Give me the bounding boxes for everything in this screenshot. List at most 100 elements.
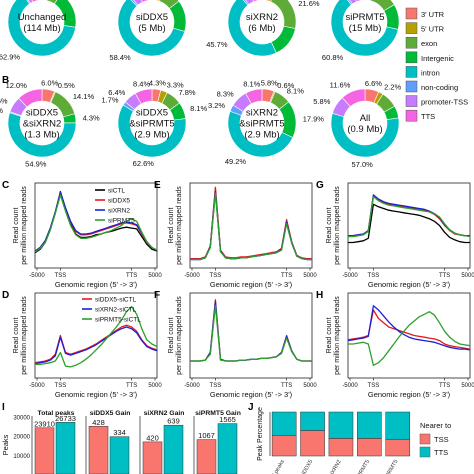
series-line-siddx5	[348, 195, 470, 237]
x-tick-label: -5000	[184, 383, 200, 389]
x-tick-label: TTS	[439, 273, 450, 279]
legend-label: siPRMT5	[108, 218, 135, 225]
x-axis-label: Genomic region (5' -> 3')	[368, 390, 451, 399]
donut-center-label: (114 Mb)	[23, 23, 60, 34]
x-tick-label: -5000	[184, 273, 200, 279]
x-tick-label: -5000	[342, 383, 358, 389]
donut-slice	[341, 88, 366, 108]
bar	[109, 436, 130, 474]
donut-percent-label: 2.2%	[384, 83, 401, 92]
series-line-siprmt5-sictl	[348, 311, 471, 366]
stacked-bar-segment	[271, 411, 297, 436]
legend-swatch	[405, 51, 418, 64]
legend-swatch	[405, 7, 418, 20]
donut-percent-label: 8.1%	[287, 86, 304, 95]
x-tick-label: TTS	[281, 273, 292, 279]
y-axis-label: per million mapped reads	[334, 296, 341, 375]
panel-label-j: J	[248, 402, 254, 413]
x-axis-label: Genomic region (5' -> 3')	[210, 390, 293, 399]
legend-swatch	[405, 95, 418, 107]
x-tick-label: 5000	[148, 383, 162, 389]
donut-slice	[355, 0, 366, 3]
y-axis-label: Read count	[13, 318, 20, 354]
legend-c: siCTL siDDX5 siXRN2 siPRMT5	[95, 188, 135, 225]
donut-percent-label: 3.3%	[167, 81, 184, 90]
bar-value-label: 334	[113, 428, 126, 437]
legend-label: siPRMT5-siCTL	[95, 317, 141, 324]
stacked-bar-segment	[300, 411, 325, 431]
x-tick-label: 5000	[461, 383, 474, 389]
bar-value-label: 1565	[219, 415, 236, 424]
x-tick-label: TSS	[210, 273, 222, 279]
stacked-bar-segment	[357, 411, 382, 439]
legend-label: siDDX5	[108, 198, 130, 205]
legend-swatch	[405, 80, 418, 93]
bar	[34, 427, 55, 474]
y-axis-label: Read count	[326, 318, 333, 354]
y-tick-label: 20000	[13, 435, 30, 441]
x-axis-label: Genomic region (5' -> 3')	[210, 280, 293, 289]
donut-center-label: &siXRN2	[23, 119, 62, 130]
x-tick-label: -5000	[29, 273, 45, 279]
group-title: Total peaks	[38, 410, 75, 417]
donut-percent-label: 62.6%	[133, 159, 155, 168]
donut-center-label: &siPRMT5	[239, 119, 284, 130]
donut-percent-label: 54.9%	[25, 160, 47, 169]
donut-center-label: siXRN2	[246, 108, 278, 119]
panel-labels: B C E G D F H I J	[2, 75, 324, 413]
donut-slice	[227, 0, 277, 57]
legend-label: TTS	[434, 448, 448, 457]
plot-frame	[347, 292, 471, 379]
series-line-sixrn2	[348, 194, 470, 237]
legend-label: intron	[421, 68, 440, 77]
donut-slice	[252, 0, 263, 3]
stacked-bar-segment	[328, 438, 354, 457]
donut-center-label: (2.9 Mb)	[244, 130, 279, 141]
legend-label: TTS	[421, 112, 435, 121]
legend-label: siCTL	[108, 188, 125, 195]
x-axis-label: Genomic region (5' -> 3')	[55, 280, 138, 289]
x-tick-label: 5000	[303, 273, 317, 279]
legend-label: exon	[421, 39, 437, 48]
y-tick-label: 30000	[13, 416, 30, 422]
donut-percent-label: 49.2%	[225, 157, 247, 166]
donut-percent-label: 4.3%	[83, 113, 100, 122]
legend-swatch	[405, 36, 418, 49]
donut-percent-label: 8.1%	[190, 104, 207, 113]
x-tick-label: -> siPRMT5	[380, 459, 400, 474]
series-line-sixrn2-sictl	[347, 305, 471, 351]
x-tick-label: TSS	[55, 273, 67, 279]
donut-a-0: Unchanged(114 Mb) 62.9%	[0, 0, 77, 62]
panel-label-e: E	[154, 180, 161, 191]
donut-center-label: siDDX5	[26, 108, 58, 119]
legend-swatch	[419, 446, 431, 458]
stacked-bar-segment	[385, 439, 411, 457]
donut-percent-label: 0.5%	[58, 81, 75, 90]
donut-slice	[18, 88, 43, 108]
bar-value-label: 1067	[198, 431, 215, 440]
x-tick-label: TTS	[281, 383, 292, 389]
y-axis-label: per million mapped reads	[21, 296, 28, 375]
donut-percent-label: 7.6%	[0, 97, 8, 106]
plot-frame	[347, 182, 471, 269]
legend-swatch	[405, 22, 418, 34]
legend-label: TSS	[434, 435, 449, 444]
bar	[217, 423, 238, 474]
plot-frame	[189, 292, 313, 379]
donut-percent-label: 14.1%	[73, 92, 95, 101]
x-tick-label: TSS	[210, 383, 222, 389]
legend-label: siXRN2	[108, 208, 130, 215]
donut-slice	[31, 0, 43, 3]
x-tick-label: TSS	[55, 383, 67, 389]
donut-b-0: siDDX5&siXRN2(1.3 Mb)0.5%6.0%12.0%14.1%4…	[0, 79, 100, 169]
stacked-bar-segment	[300, 430, 325, 457]
panel-label-d: D	[2, 290, 9, 301]
x-tick-label: TTS	[126, 273, 137, 279]
donut-center-label: (5 Mb)	[138, 23, 165, 34]
series-line-sixrn2-sictl	[190, 300, 312, 362]
legend-label: 3' UTR	[421, 10, 445, 19]
donut-percent-label: 6.0%	[41, 79, 58, 88]
x-tick-label: -> siXRN2	[325, 459, 343, 474]
